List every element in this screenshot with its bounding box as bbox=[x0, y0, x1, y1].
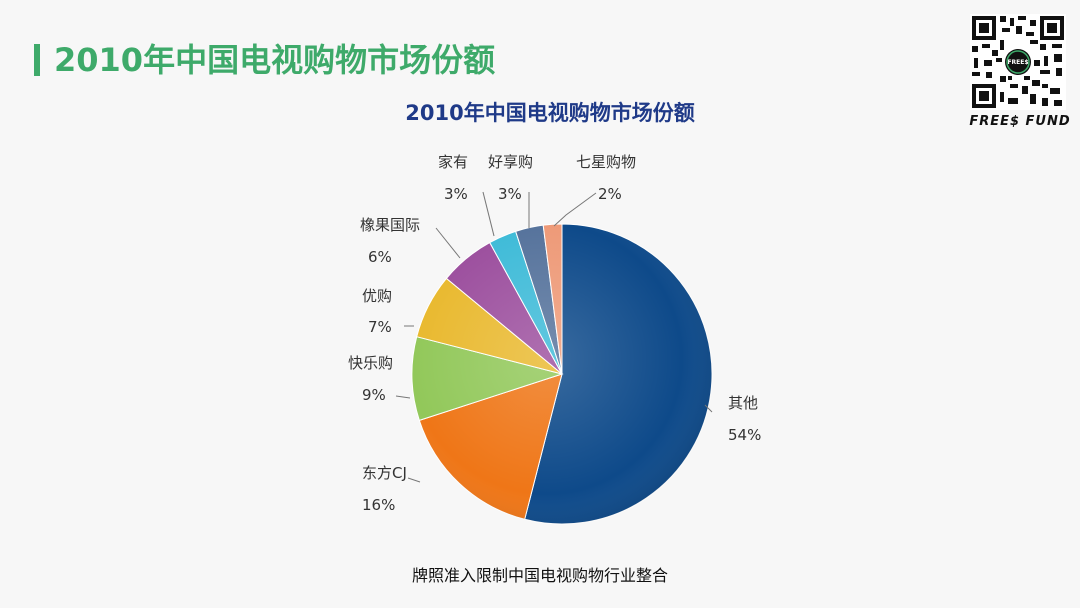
slice-label-1: 东方CJ bbox=[362, 464, 407, 482]
slice-label-0: 其他 bbox=[728, 394, 758, 412]
qr-logo-text: FREE$ bbox=[1007, 59, 1028, 66]
brand-name: FREE$ FUND bbox=[969, 114, 1071, 129]
slice-label-5: 家有 bbox=[438, 153, 468, 171]
brand-block: FREE$ FREE$ FUND bbox=[968, 14, 1070, 134]
chart-caption: 牌照准入限制中国电视购物行业整合 bbox=[411, 566, 668, 585]
title-accent-bar bbox=[34, 44, 40, 76]
slice-label-7: 七星购物 bbox=[576, 153, 636, 171]
leader-line-0 bbox=[704, 404, 713, 413]
leader-line-1 bbox=[407, 477, 421, 483]
slice-label-6: 好享购 bbox=[488, 153, 533, 171]
leader-line-2 bbox=[395, 395, 411, 399]
slice-value-label-5: 3% bbox=[444, 185, 468, 203]
slice-value-label-6: 3% bbox=[498, 185, 522, 203]
slice-value-label-3: 7% bbox=[368, 318, 392, 336]
slice-value-label-7: 2% bbox=[598, 185, 622, 203]
page-title: 2010年中国电视购物市场份额 bbox=[54, 41, 496, 79]
slice-value-label-1: 16% bbox=[362, 496, 395, 514]
leader-line-4 bbox=[435, 227, 461, 259]
slice-value-label-0: 54% bbox=[728, 426, 761, 444]
leader-line-5 bbox=[482, 191, 495, 237]
slice-value-label-2: 9% bbox=[362, 386, 386, 404]
slice-value-label-4: 6% bbox=[368, 248, 392, 266]
slice-label-2: 快乐购 bbox=[348, 354, 393, 372]
leader-line-7 bbox=[553, 192, 597, 227]
qr-code-icon: FREE$ bbox=[970, 14, 1066, 110]
slice-label-3: 优购 bbox=[362, 287, 392, 305]
slice-label-4: 橡果国际 bbox=[360, 216, 420, 234]
chart-title: 2010年中国电视购物市场份额 bbox=[405, 101, 695, 125]
